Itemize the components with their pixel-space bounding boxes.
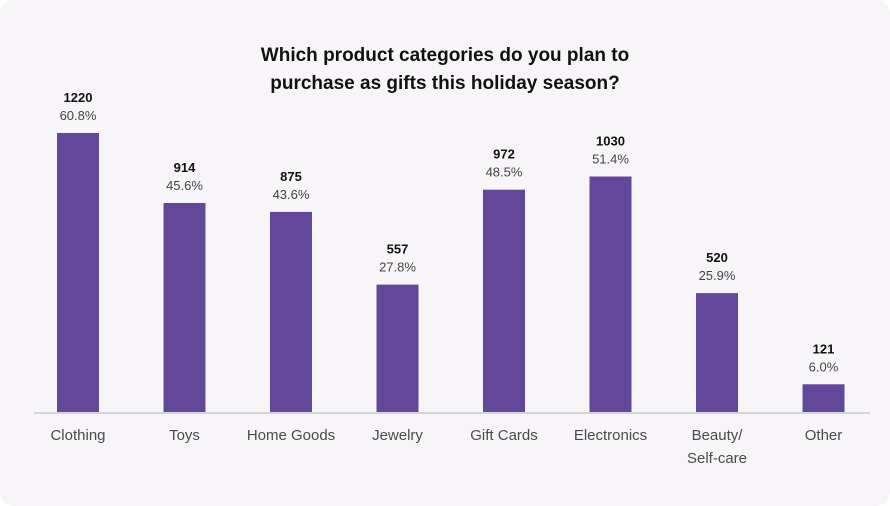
bar [57, 133, 99, 412]
bar-percent-label: 48.5% [486, 165, 523, 180]
bar-value-label: 914 [174, 160, 196, 175]
bar [270, 211, 312, 412]
chart-title-line-1: Which product categories do you plan to [260, 45, 630, 66]
x-tick-label: Other [805, 427, 843, 444]
bar-percent-label: 6.0% [809, 359, 839, 374]
bar-value-label: 520 [706, 250, 728, 265]
x-tick-label: Gift Cards [470, 427, 538, 444]
bar-value-label: 972 [493, 147, 515, 162]
bar-percent-label: 45.6% [166, 178, 203, 193]
chart-title: Which product categories do you plan to … [0, 42, 890, 98]
bar-percent-label: 25.9% [699, 268, 736, 283]
bars-group: 1220 60.8% Clothing 914 45.6% Toys 875 43.6% Hom… [50, 90, 845, 467]
bar-value-label: 1220 [64, 90, 93, 105]
x-tick-label: Self-care [687, 450, 747, 467]
bar [163, 203, 206, 412]
bar-percent-label: 43.6% [273, 187, 310, 202]
bar-value-label: 121 [813, 341, 835, 356]
bar-value-label: 1030 [596, 134, 625, 149]
x-tick-label: Jewelry [372, 427, 423, 444]
x-tick-label: Home Goods [247, 427, 335, 444]
bar [589, 176, 632, 412]
bar-percent-label: 27.8% [379, 260, 416, 275]
x-tick-label: Toys [169, 427, 200, 444]
bar-value-label: 557 [387, 242, 409, 257]
bar-value-label: 875 [280, 169, 302, 184]
chart-title-line-2: purchase as gifts this holiday season? [270, 73, 620, 94]
bar [802, 384, 845, 412]
bar [696, 293, 738, 412]
bar-percent-label: 60.8% [60, 108, 97, 123]
x-tick-label: Electronics [574, 427, 647, 444]
x-tick-label: Clothing [50, 427, 105, 444]
bar [376, 284, 419, 412]
bar [483, 189, 525, 412]
bar-percent-label: 51.4% [592, 152, 629, 167]
x-tick-label: Beauty/ [692, 427, 744, 444]
